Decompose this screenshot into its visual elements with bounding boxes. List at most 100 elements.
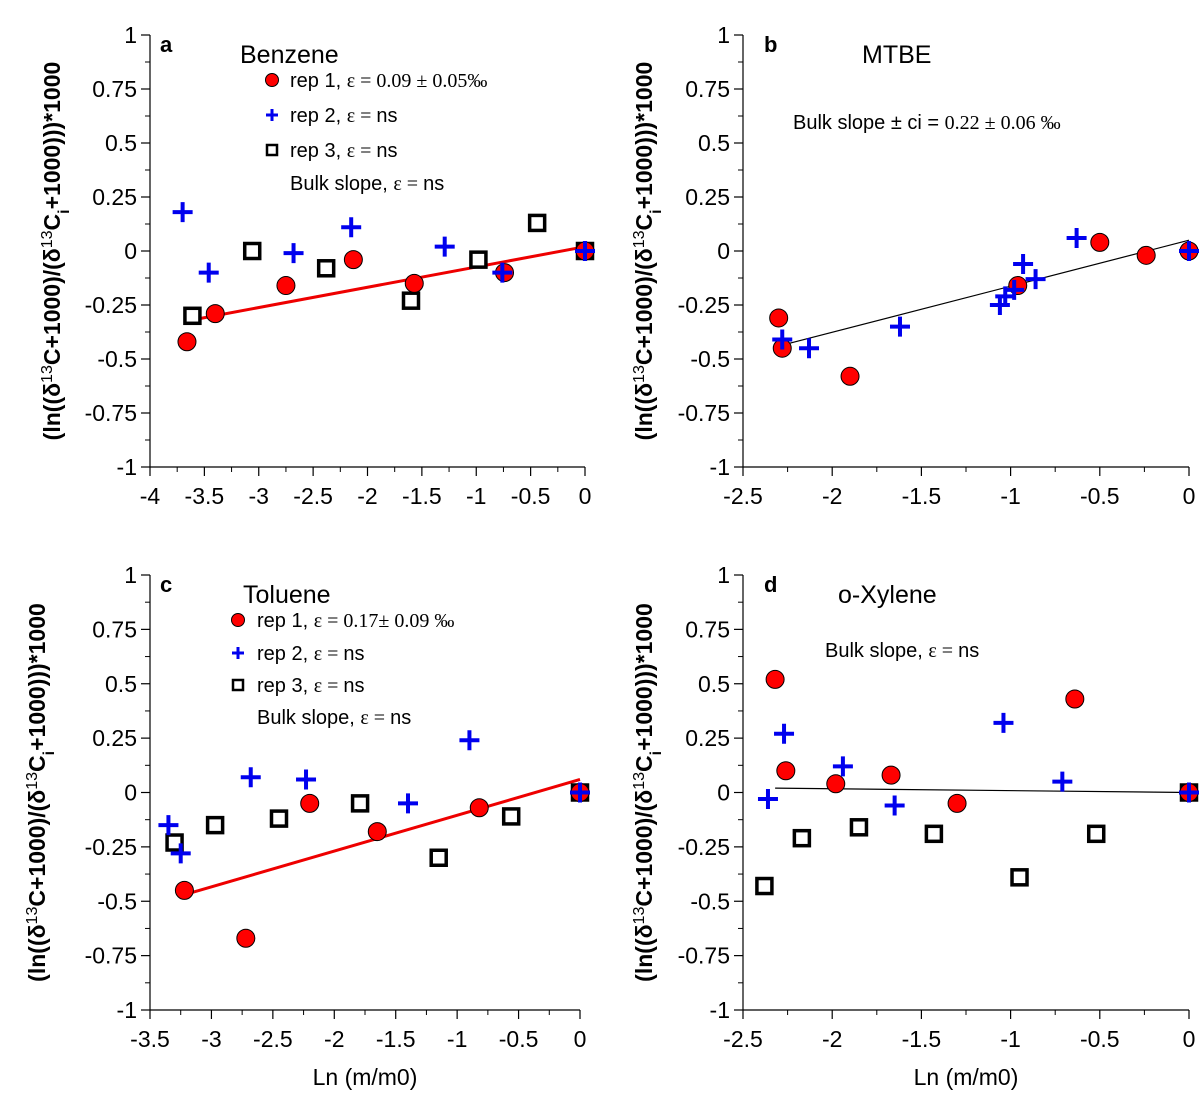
data-point-square	[205, 815, 225, 835]
x-tick-label: -2.5	[253, 1026, 293, 1052]
legend-value: 0.09 ± 0.05‰	[376, 70, 487, 92]
data-point-square	[1010, 868, 1029, 887]
y-axis-label-part: C+1000)/(δ	[24, 790, 50, 907]
data-point-plus	[198, 262, 219, 283]
y-axis-label-part: 13	[39, 365, 56, 383]
data-point-circle	[367, 822, 387, 842]
fit-line	[778, 239, 1190, 347]
data-point-plus	[799, 338, 820, 359]
x-tick-label: -2.5	[723, 483, 763, 509]
legend-marker-square	[265, 143, 279, 157]
panel-c: 1 0.75 0.5 0.25 0 -0.25 -0.5 -0.75 -1 -3.5 -3 -2.5 -…	[24, 562, 590, 1090]
x-tick-label: -3.5	[130, 1026, 170, 1052]
y-tick-label: 0.25	[92, 725, 137, 751]
x-tick-label: -3.5	[185, 483, 225, 509]
panel-letter: c	[160, 572, 172, 597]
y-axis-label-part: +1000)))*1000	[39, 62, 65, 210]
data-point-plus	[492, 262, 513, 283]
y-tick-label: 0.5	[698, 671, 730, 697]
y-axis-label-part: 13	[631, 772, 648, 790]
data-point-plus	[1179, 241, 1199, 261]
y-axis-label-part: i	[56, 209, 73, 213]
data-point-plus	[459, 730, 480, 751]
data-point-circle	[776, 761, 796, 781]
data-point-plus	[240, 767, 261, 788]
legend-marker-plus	[232, 647, 244, 659]
fit-line	[775, 787, 1190, 794]
x-tick-label: -1.5	[902, 1026, 942, 1052]
x-tick-label: -2.5	[293, 483, 333, 509]
x-tick-label: 0	[1183, 483, 1196, 509]
data-point-circle	[300, 793, 320, 813]
y-axis-label-part: C	[24, 755, 50, 772]
panel-title: o-Xylene	[838, 581, 937, 609]
legend-value: ns	[423, 173, 444, 195]
panel-letter: d	[764, 572, 777, 597]
legend-epsilon: ε =	[347, 70, 377, 92]
data-point-plus	[283, 243, 304, 264]
y-axis-label-part: (ln((δ	[24, 924, 50, 981]
x-tick-label: -0.5	[1080, 483, 1120, 509]
x-tick-label: -0.5	[1080, 1026, 1120, 1052]
data-point-plus	[1179, 782, 1199, 803]
panel-letter: a	[160, 32, 173, 57]
y-axis-label-part: C+1000)/(δ	[39, 248, 65, 365]
y-tick-label: -1	[117, 454, 137, 480]
legend-value: ns	[376, 105, 397, 127]
data-point-plus	[889, 316, 910, 337]
data-point-plus	[1052, 771, 1073, 792]
data-point-circle	[404, 273, 424, 293]
data-point-plus	[774, 723, 795, 744]
data-point-square	[183, 306, 202, 326]
legend-prefix: rep 1,	[290, 70, 347, 92]
y-axis-label-part: i	[41, 751, 58, 755]
y-axis-label-part: 13	[39, 230, 56, 248]
legend-marker-square	[231, 678, 245, 692]
data-point-plus	[772, 329, 793, 350]
y-tick-label: -0.5	[690, 888, 730, 914]
legend-epsilon: ε =	[360, 707, 390, 729]
data-point-circle	[765, 669, 785, 689]
data-point-circle	[343, 250, 363, 270]
y-tick-label: 0.75	[92, 76, 137, 102]
data-point-circle	[174, 880, 194, 900]
y-axis-label-part: (ln((δ	[39, 383, 65, 440]
data-point-plus	[757, 789, 778, 810]
y-axis-label: (ln((δ13C+1000)/(δ13Ci+1000)))*1000	[631, 603, 665, 982]
y-tick-label: 0.25	[92, 184, 137, 210]
y-tick-label: 0	[717, 238, 730, 264]
x-tick-label: -1.5	[402, 483, 442, 509]
legend-entry: rep 2, ε = ns	[257, 643, 365, 665]
y-axis-label: (ln((δ13C+1000)/(δ13Ci+1000)))*1000	[631, 62, 665, 441]
y-tick-label: -0.25	[678, 834, 730, 860]
data-point-square	[924, 824, 944, 844]
legend-entry: Bulk slope, ε = ns	[290, 173, 444, 195]
x-tick-label: -1	[1000, 1026, 1020, 1052]
y-axis-label-part: +1000)))*1000	[631, 62, 657, 210]
y-tick-label: -0.75	[85, 400, 137, 426]
legend-value: 0.17± 0.09 ‰	[343, 610, 454, 632]
y-axis-label: (ln((δ13C+1000)/(δ13Ci+1000)))*1000	[24, 603, 58, 982]
x-tick-label: -2.5	[723, 1026, 763, 1052]
legend-marker-circle	[231, 613, 245, 627]
y-axis-label-part: 13	[24, 907, 41, 925]
y-tick-label: -0.75	[678, 400, 730, 426]
legend-epsilon: ε =	[347, 105, 377, 127]
x-tick-label: -1	[447, 1026, 467, 1052]
data-point-circle	[769, 308, 789, 328]
data-point-square	[1086, 824, 1106, 844]
y-tick-label: -0.75	[85, 943, 137, 969]
data-point-plus	[296, 769, 317, 790]
y-axis-label-part: +1000)))*1000	[631, 603, 657, 751]
data-point-square	[350, 794, 370, 813]
legend-prefix: rep 2,	[257, 643, 314, 665]
y-axis-label-part: 13	[631, 230, 648, 248]
x-axis-label: Ln (m/m0)	[914, 1064, 1019, 1090]
y-tick-label: 1	[717, 22, 730, 48]
y-tick-label: 0.25	[685, 725, 730, 751]
legend-epsilon: ε =	[314, 610, 344, 632]
data-point-circle	[1065, 689, 1085, 709]
y-axis-label-part: +1000)))*1000	[24, 603, 50, 751]
legend-entry: Bulk slope ± ci = 0.22 ± 0.06 ‰	[793, 112, 1061, 134]
